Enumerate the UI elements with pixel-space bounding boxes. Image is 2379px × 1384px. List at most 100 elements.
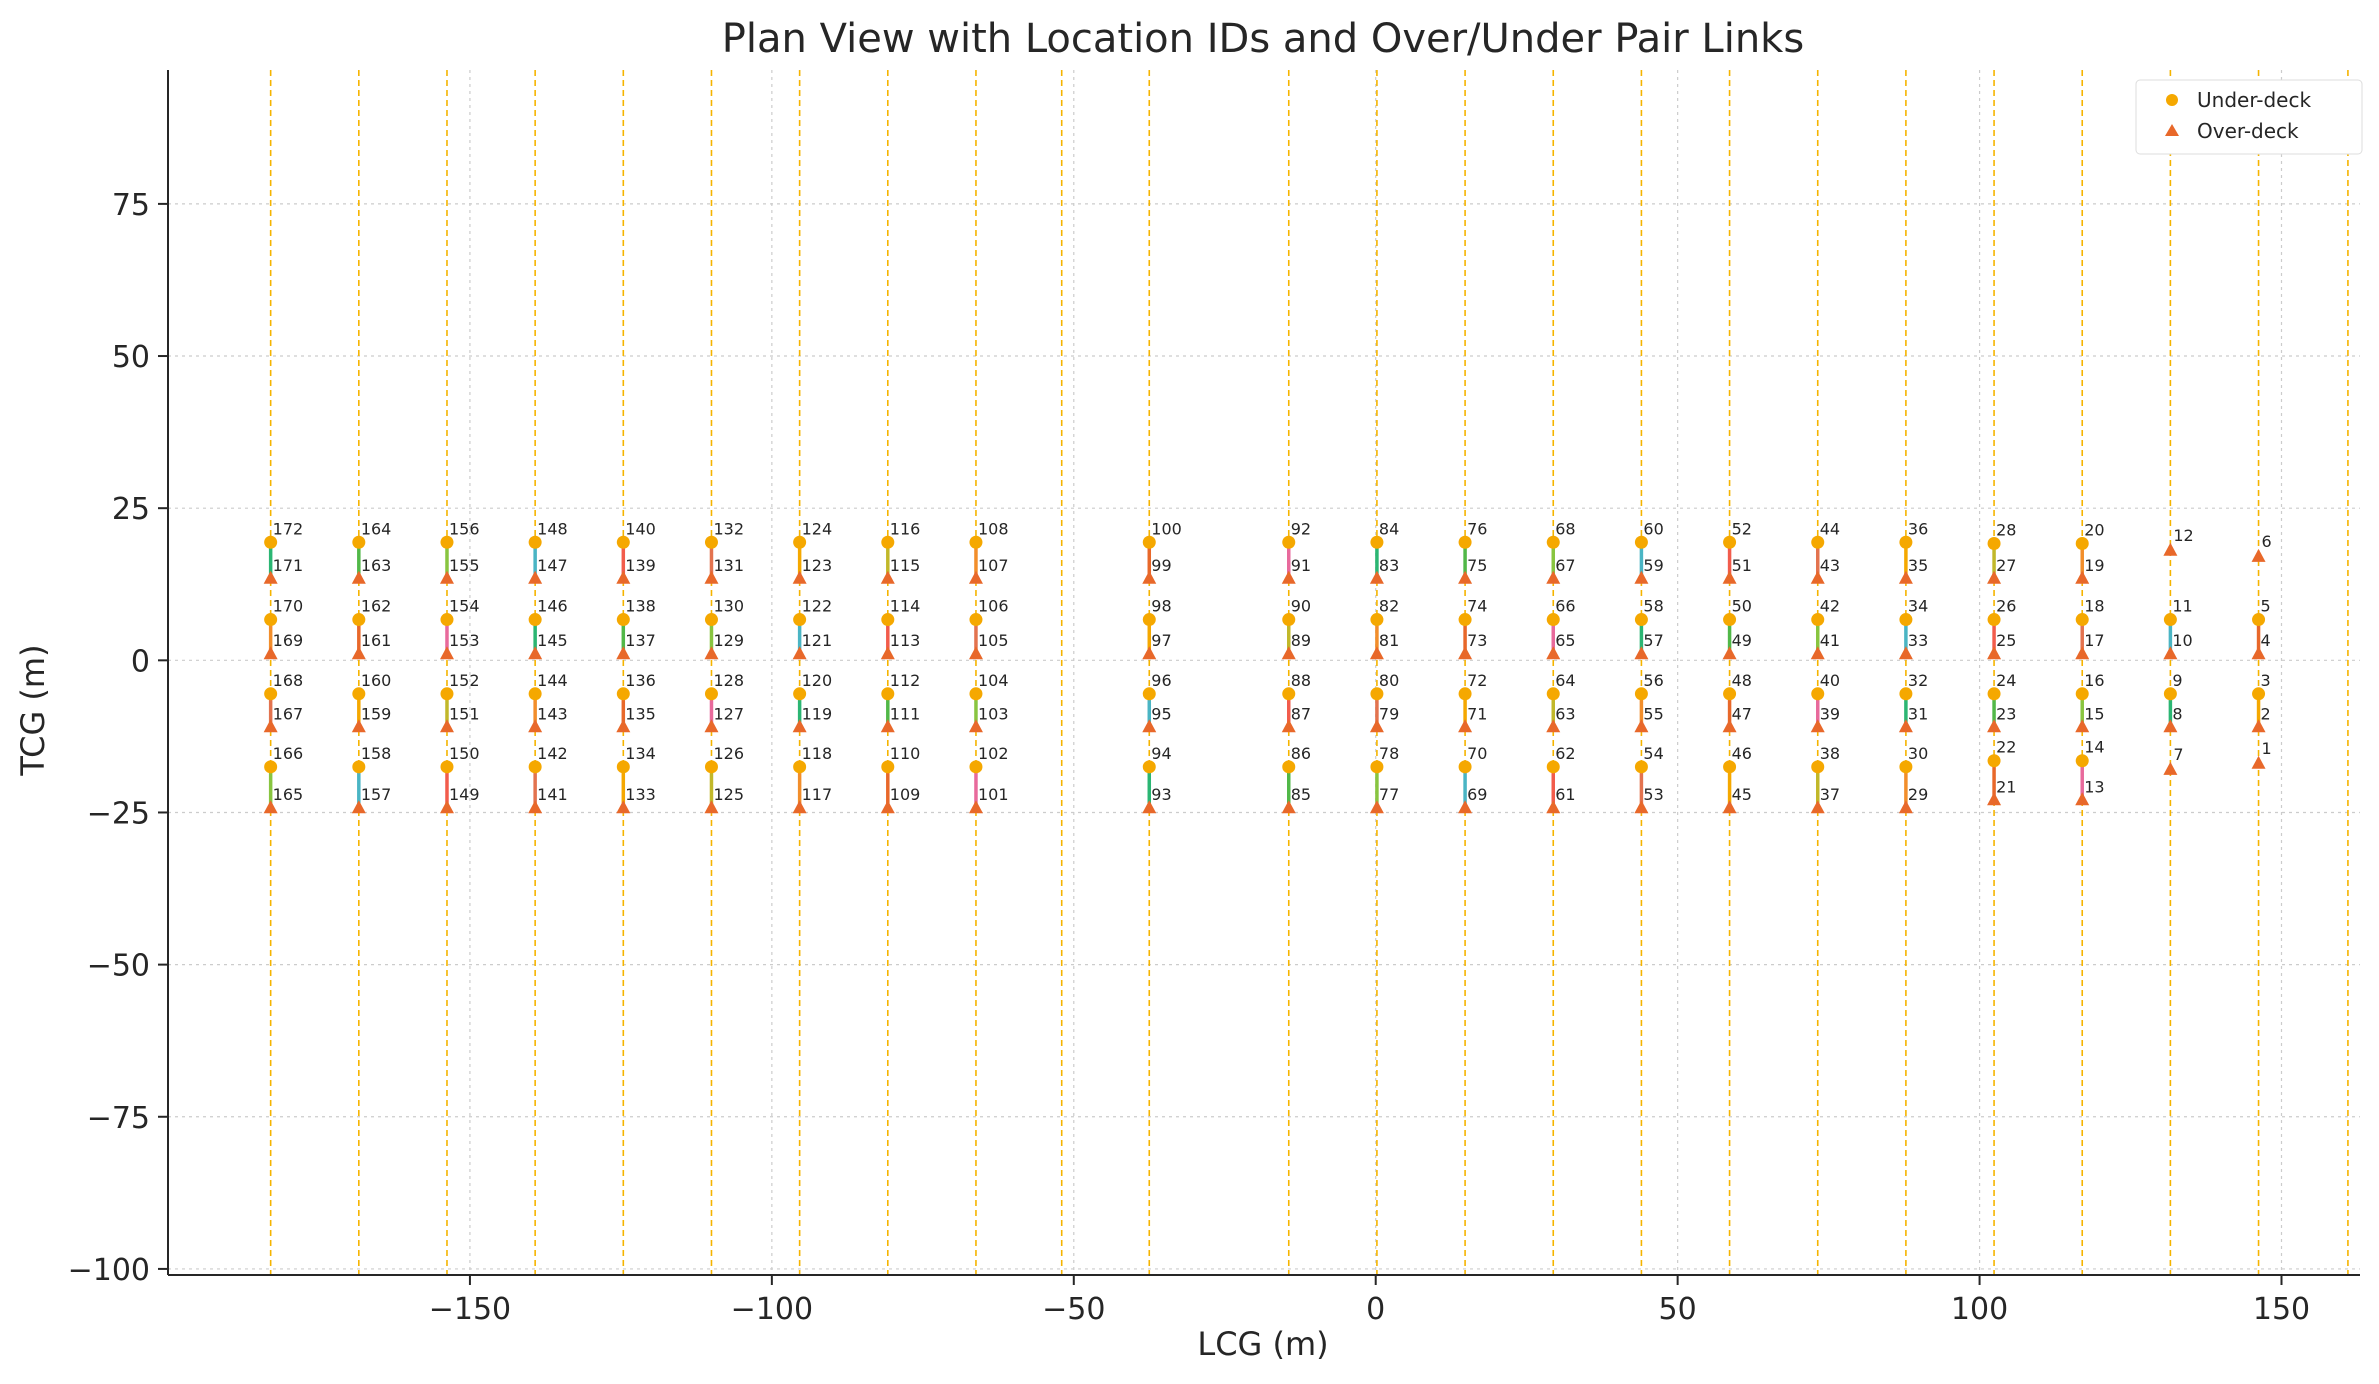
under-deck-point: [2163, 613, 2177, 627]
over-deck-point: [1281, 800, 1296, 814]
over-deck-point: [1987, 646, 2002, 660]
under-deck-point: [1142, 535, 1156, 549]
location-id-label: 62: [1555, 744, 1575, 763]
under-deck-point: [793, 613, 807, 627]
over-deck-point: [1546, 570, 1561, 584]
under-deck-point: [1546, 613, 1560, 627]
location-id-label: 86: [1291, 744, 1311, 763]
location-id-label: 138: [625, 597, 656, 616]
x-tick-label: −150: [429, 1292, 511, 1327]
chart-title: Plan View with Location IDs and Over/Und…: [722, 16, 1804, 62]
location-id-label: 106: [978, 597, 1009, 616]
under-deck-point: [352, 687, 366, 701]
location-id-label: 129: [713, 631, 744, 650]
under-deck-point: [1723, 687, 1737, 701]
over-deck-point: [792, 570, 807, 584]
location-id-label: 101: [978, 785, 1009, 804]
location-id-label: 151: [449, 704, 480, 723]
under-deck-point: [704, 687, 718, 701]
under-deck-point: [352, 613, 366, 627]
location-id-label: 102: [978, 744, 1009, 763]
location-id-label: 8: [2172, 704, 2182, 723]
over-deck-point: [2163, 542, 2178, 556]
over-deck-point: [1898, 800, 1913, 814]
location-id-label: 156: [449, 519, 480, 538]
location-id-label: 124: [802, 519, 833, 538]
location-id-label: 75: [1467, 556, 1487, 575]
location-id-label: 115: [890, 556, 921, 575]
over-deck-point: [2163, 719, 2178, 733]
location-id-label: 47: [1732, 704, 1752, 723]
location-id-label: 2: [2261, 704, 2271, 723]
over-deck-point: [1634, 646, 1649, 660]
location-id-label: 99: [1151, 556, 1171, 575]
x-axis-label: LCG (m): [1197, 1325, 1328, 1363]
location-id-label: 49: [1732, 631, 1752, 650]
y-axis-label: TCG (m): [14, 644, 52, 776]
location-id-label: 162: [361, 597, 392, 616]
over-deck-point: [439, 646, 454, 660]
over-deck-point: [439, 800, 454, 814]
location-id-label: 58: [1643, 597, 1663, 616]
over-deck-point: [528, 719, 543, 733]
under-deck-point: [881, 613, 895, 627]
location-id-label: 131: [713, 556, 744, 575]
over-deck-point: [1369, 646, 1384, 660]
location-id-label: 97: [1151, 631, 1171, 650]
location-id-label: 72: [1467, 671, 1487, 690]
y-tick-label: −75: [87, 1101, 150, 1136]
location-id-label: 74: [1467, 597, 1487, 616]
under-deck-point: [1458, 760, 1472, 774]
over-deck-point: [616, 646, 631, 660]
over-deck-point: [263, 646, 278, 660]
location-id-label: 11: [2172, 597, 2192, 616]
under-deck-point: [1811, 760, 1825, 774]
location-id-label: 125: [713, 785, 744, 804]
under-deck-point: [1458, 535, 1472, 549]
over-deck-point: [1634, 570, 1649, 584]
under-deck-point: [1811, 535, 1825, 549]
location-id-label: 48: [1732, 671, 1752, 690]
location-id-label: 158: [361, 744, 392, 763]
location-id-label: 157: [361, 785, 392, 804]
location-id-label: 14: [2084, 738, 2104, 757]
location-id-label: 36: [1908, 519, 1928, 538]
location-id-label: 155: [449, 556, 480, 575]
location-id-label: 52: [1732, 519, 1752, 538]
under-deck-point: [1370, 613, 1384, 627]
location-id-label: 139: [625, 556, 656, 575]
location-id-label: 165: [273, 785, 304, 804]
location-id-label: 29: [1908, 785, 1928, 804]
under-deck-point: [1987, 754, 2001, 768]
under-deck-point: [1723, 760, 1737, 774]
over-deck-point: [1810, 646, 1825, 660]
location-id-label: 111: [890, 704, 921, 723]
location-id-label: 68: [1555, 519, 1575, 538]
location-id-label: 9: [2172, 671, 2182, 690]
location-id-label: 54: [1643, 744, 1663, 763]
location-id-label: 91: [1291, 556, 1311, 575]
location-id-label: 85: [1291, 785, 1311, 804]
location-id-label: 169: [273, 631, 304, 650]
location-id-label: 164: [361, 519, 392, 538]
location-id-label: 24: [1996, 671, 2016, 690]
location-id-label: 61: [1555, 785, 1575, 804]
location-id-label: 80: [1379, 671, 1399, 690]
over-deck-point: [263, 570, 278, 584]
y-tick-label: 0: [131, 644, 150, 679]
under-deck-point: [1458, 613, 1472, 627]
location-id-label: 34: [1908, 597, 1928, 616]
under-deck-point: [1546, 687, 1560, 701]
location-id-label: 98: [1151, 597, 1171, 616]
over-deck-point: [792, 719, 807, 733]
under-deck-point: [616, 760, 630, 774]
under-deck-point: [969, 760, 983, 774]
location-id-labels: 6543211211109872019181716151413282726252…: [273, 519, 2272, 804]
location-id-label: 93: [1151, 785, 1171, 804]
over-deck-point: [1987, 719, 2002, 733]
location-id-label: 15: [2084, 704, 2104, 723]
under-deck-point: [704, 535, 718, 549]
under-deck-point: [1899, 687, 1913, 701]
location-id-label: 109: [890, 785, 921, 804]
location-id-label: 108: [978, 519, 1009, 538]
